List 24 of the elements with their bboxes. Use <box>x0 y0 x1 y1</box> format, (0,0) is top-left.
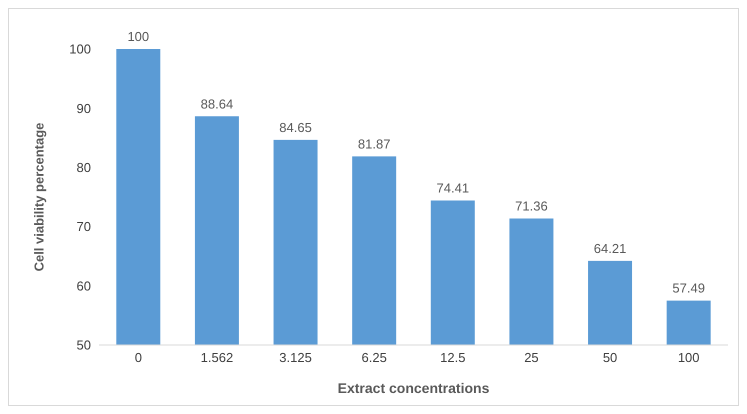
x-tick-label: 25 <box>524 350 539 366</box>
data-label: 84.65 <box>279 120 312 135</box>
y-tick-label: 70 <box>76 219 91 234</box>
data-label: 81.87 <box>358 136 390 152</box>
x-tick-label: 6.25 <box>362 350 387 366</box>
y-tick-label: 50 <box>76 338 91 353</box>
data-label: 88.64 <box>200 96 234 112</box>
data-label: 71.36 <box>515 198 548 214</box>
data-label: 100 <box>127 29 150 44</box>
x-tick-label: 1.562 <box>200 350 234 366</box>
x-tick-label: 100 <box>678 350 700 366</box>
data-label: 57.49 <box>672 280 705 296</box>
data-label: 74.41 <box>436 180 470 196</box>
y-tick-label: 100 <box>69 42 91 57</box>
y-tick-label: 60 <box>76 278 91 294</box>
y-tick-label: 80 <box>76 160 91 176</box>
x-tick-label: 12.5 <box>440 350 466 366</box>
x-tick-label: 0 <box>134 350 142 366</box>
y-axis-title: Cell viability percentage <box>32 122 47 272</box>
data-label: 64.21 <box>594 240 626 256</box>
x-tick-label: 50 <box>602 350 618 366</box>
x-axis-title: Extract concentrations <box>338 380 490 396</box>
x-tick-label: 3.125 <box>279 350 312 366</box>
y-tick-label: 90 <box>76 100 91 116</box>
